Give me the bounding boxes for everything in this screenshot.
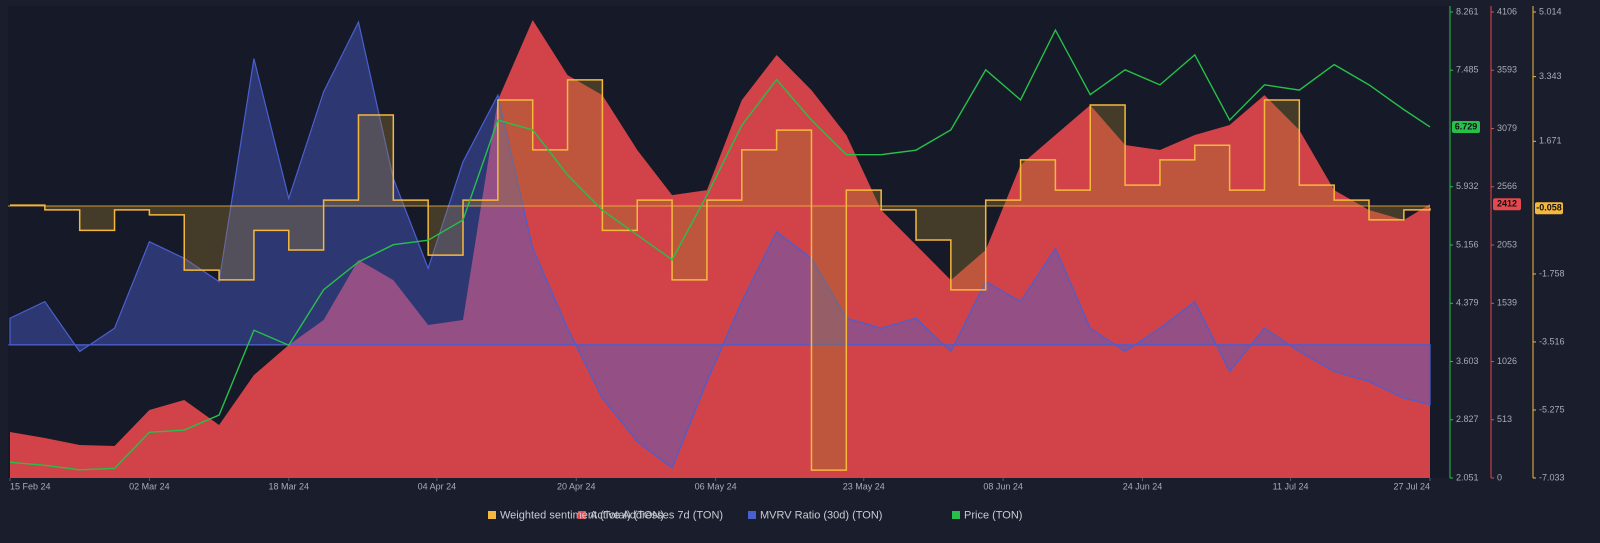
current-value-badge — [1535, 202, 1563, 215]
y-tick-label: -7.033 — [1539, 472, 1565, 482]
price-line — [9, 28, 1431, 471]
current-value-label: 2412 — [1497, 199, 1517, 209]
legend-label: Price (TON) — [964, 509, 1022, 521]
y-tick-label: 3.603 — [1456, 356, 1479, 366]
y-tick-label: 513 — [1497, 414, 1512, 424]
legend-label: Weighted sentiment (Total) (TON) — [500, 509, 664, 521]
y-tick-label: 1539 — [1497, 298, 1517, 308]
y-tick-label: -1.758 — [1539, 268, 1565, 278]
mvrv-area — [9, 20, 1431, 469]
x-tick-label: 23 May 24 — [843, 481, 885, 491]
y-tick-label: 5.014 — [1539, 6, 1562, 16]
y-tick-label: 5.156 — [1456, 239, 1479, 249]
y-tick-label: 2.051 — [1456, 472, 1479, 482]
x-tick-label: 11 Jul 24 — [1273, 481, 1309, 491]
current-value-badge — [1493, 198, 1521, 211]
y-tick-label: -3.516 — [1539, 336, 1565, 346]
x-tick-label: 24 Jun 24 — [1123, 481, 1163, 491]
x-tick-label: 15 Feb 24 — [10, 481, 51, 491]
y-tick-label: 2566 — [1497, 181, 1517, 191]
x-tick-label: 02 Mar 24 — [129, 481, 170, 491]
y-tick-label: 8.261 — [1456, 6, 1479, 16]
legend-swatch — [488, 511, 496, 519]
current-value-label: 6.729 — [1455, 121, 1478, 131]
legend-label: MVRV Ratio (30d) (TON) — [760, 509, 882, 521]
y-tick-label: 0 — [1497, 472, 1502, 482]
x-tick-label: 27 Jul 24 — [1393, 481, 1430, 491]
y-tick-label: 2053 — [1497, 239, 1517, 249]
x-tick-label: 20 Apr 24 — [557, 481, 596, 491]
y-tick-label: 1026 — [1497, 356, 1517, 366]
y-tick-label: 7.485 — [1456, 65, 1479, 75]
x-tick-label: 04 Apr 24 — [418, 481, 457, 491]
legend-swatch — [748, 511, 756, 519]
y-tick-label: 2.827 — [1456, 414, 1479, 424]
x-tick-label: 08 Jun 24 — [983, 481, 1023, 491]
y-tick-label: 1.671 — [1539, 136, 1562, 146]
current-value-label: -0.058 — [1536, 203, 1562, 213]
y-tick-label: 3079 — [1497, 123, 1517, 133]
legend-swatch — [952, 511, 960, 519]
y-tick-label: 4106 — [1497, 6, 1517, 16]
sentiment-fill — [10, 79, 1430, 471]
y-tick-label: 5.932 — [1456, 181, 1479, 191]
active-addresses-area — [10, 20, 1430, 479]
legend-swatch — [578, 511, 586, 519]
y-tick-label: 3593 — [1497, 65, 1517, 75]
y-tick-label: 3.343 — [1539, 71, 1562, 81]
legend-label: Active Addresses 7d (TON) — [590, 509, 723, 521]
y-tick-label: 4.379 — [1456, 298, 1479, 308]
y-tick-label: -5.275 — [1539, 404, 1565, 414]
x-tick-label: 18 Mar 24 — [269, 481, 310, 491]
current-value-badge — [1452, 120, 1480, 133]
x-tick-label: 06 May 24 — [695, 481, 737, 491]
sentiment-line — [10, 79, 1431, 471]
